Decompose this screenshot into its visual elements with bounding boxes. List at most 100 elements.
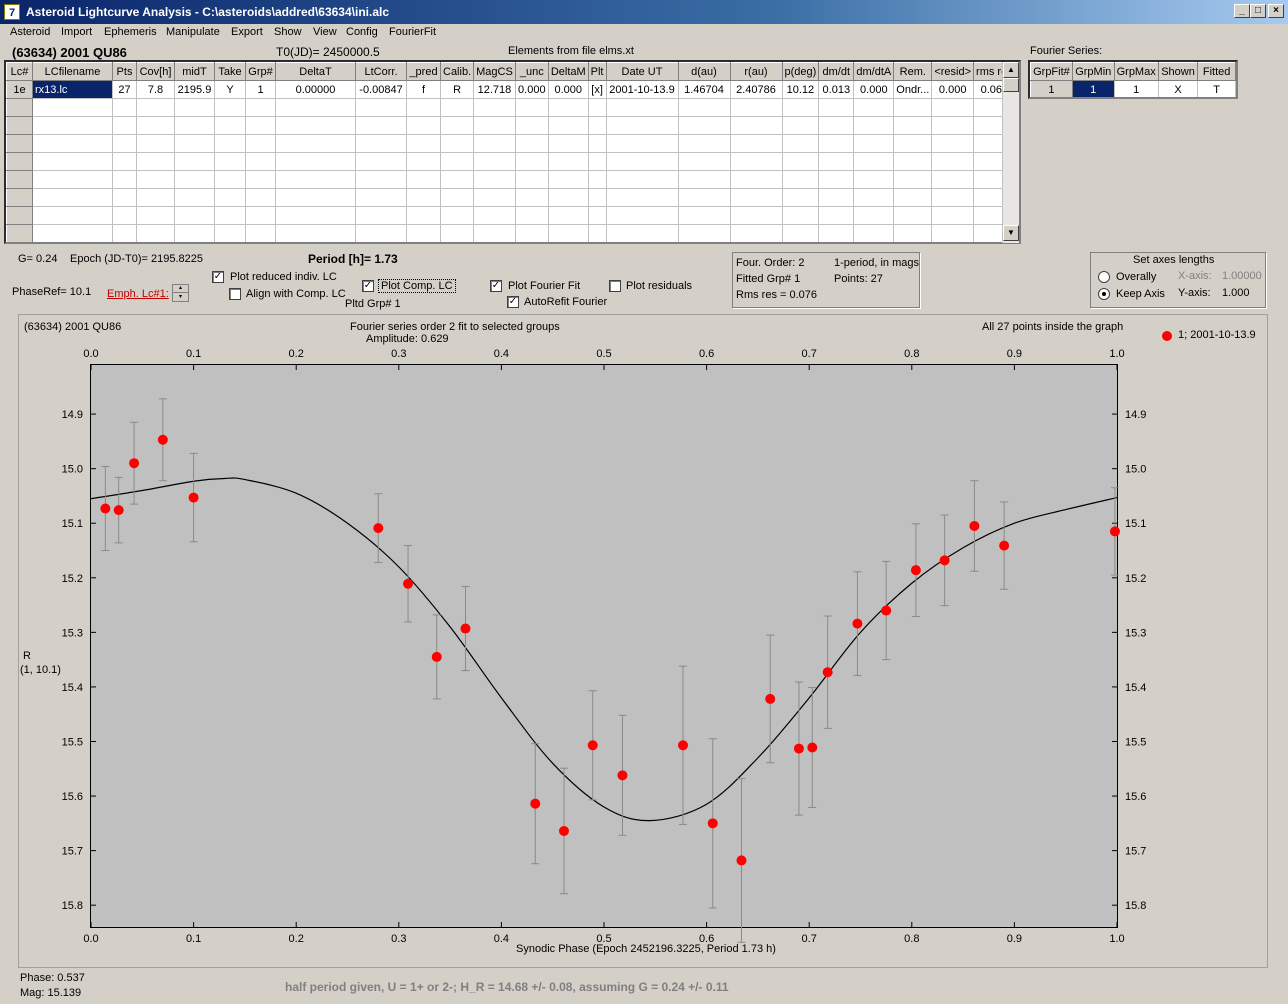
phase-ref: PhaseRef= 10.1 [12, 286, 92, 298]
row-header[interactable] [6, 170, 33, 189]
table-cell[interactable]: 0.00000 [275, 80, 356, 99]
table-cell[interactable] [514, 224, 549, 242]
menu-import[interactable]: Import [61, 26, 93, 38]
rms-res: Rms res = 0.076 [736, 289, 818, 301]
plot-title-left: (63634) 2001 QU86 [24, 321, 122, 333]
y-axis-value[interactable]: 1.000 [1222, 287, 1250, 299]
table-cell[interactable]: 2001-10-13.9 [605, 80, 679, 99]
menu-view[interactable]: View [313, 26, 337, 38]
x-tick-label-top: 0.8 [904, 348, 919, 360]
column-header[interactable]: midT [174, 62, 215, 81]
data-point [373, 523, 384, 534]
emph-lc-link[interactable]: Emph. Lc#1: [107, 288, 169, 300]
scroll-up-button[interactable]: ▲ [1003, 62, 1019, 78]
autorefit-checkbox[interactable]: ✓ [507, 296, 519, 308]
column-header[interactable]: Rem. [893, 62, 933, 81]
column-header[interactable]: Take [214, 62, 246, 81]
empty-row[interactable] [6, 170, 1016, 189]
y-tick-label-right: 15.7 [1125, 846, 1146, 858]
x-tick-label-bottom: 0.5 [596, 933, 611, 945]
column-header[interactable]: Calib. [439, 62, 475, 81]
menu-fourierfit[interactable]: FourierFit [389, 26, 437, 38]
x-axis-value[interactable]: 1.00000 [1222, 270, 1262, 282]
fourier-cell[interactable]: 1 [1030, 80, 1073, 97]
maximize-button[interactable]: □ [1250, 4, 1266, 18]
table-cell[interactable] [931, 224, 975, 242]
fourier-cell[interactable]: 1 [1113, 80, 1159, 97]
data-point [678, 740, 689, 751]
row-header[interactable] [6, 188, 33, 207]
column-header[interactable]: LCfilename [32, 62, 113, 81]
fourier-cell[interactable]: T [1197, 80, 1236, 97]
column-header[interactable]: DeltaM [547, 62, 589, 81]
table-row[interactable]: 1e rx13.lc 27 7.8 2195.9 Y 1 0.00000 -0.00847 f R 1… [6, 80, 1016, 99]
row-header[interactable] [6, 134, 33, 153]
row-header[interactable] [6, 152, 33, 171]
keep-axis-radio[interactable] [1098, 288, 1110, 300]
x-tick-label-bottom: 0.8 [904, 933, 919, 945]
table-cell[interactable]: 0.000 [514, 80, 549, 99]
plot-reduced-checkbox[interactable]: ✓ [212, 271, 224, 283]
table-cell[interactable] [893, 224, 933, 242]
x-tick-label-top: 0.7 [802, 348, 817, 360]
data-point [558, 825, 569, 836]
column-header[interactable]: Plt [587, 62, 607, 81]
fit-mode: 1-period, in mags [834, 257, 919, 269]
fourier-column-header[interactable]: Shown [1157, 62, 1199, 81]
empty-row[interactable] [6, 98, 1016, 117]
column-header[interactable]: dm/dtA [853, 62, 895, 81]
menu-show[interactable]: Show [274, 26, 302, 38]
plot-fourier-checkbox[interactable]: ✓ [490, 280, 502, 292]
menu-asteroid[interactable]: Asteroid [10, 26, 51, 38]
menu-config[interactable]: Config [346, 26, 378, 38]
column-header[interactable]: r(au) [729, 62, 783, 81]
column-header[interactable]: dm/dt [818, 62, 855, 81]
spin-down-icon[interactable]: ▾ [178, 294, 182, 300]
title-bar[interactable]: 7 Asteroid Lightcurve Analysis - C:\aste… [0, 0, 1288, 24]
row-header[interactable]: 1e [6, 80, 33, 99]
plot-area[interactable] [90, 364, 1118, 928]
menu-export[interactable]: Export [231, 26, 263, 38]
menu-manipulate[interactable]: Manipulate [166, 26, 220, 38]
plot-residuals-checkbox[interactable] [609, 280, 621, 292]
table-cell[interactable]: 2195.9 [174, 80, 215, 99]
minimize-button[interactable]: _ [1234, 4, 1250, 18]
column-header[interactable]: p(deg) [781, 62, 820, 81]
fourier-fit-line [90, 477, 1118, 822]
table-scrollbar[interactable]: ▲ ▼ [1002, 62, 1019, 243]
overally-radio[interactable] [1098, 271, 1110, 283]
fourier-column-header[interactable]: GrpMin [1071, 62, 1115, 81]
spin-up-icon[interactable]: ▴ [173, 285, 188, 293]
table-cell[interactable]: 0.000 [853, 80, 895, 99]
column-header[interactable]: Pts [112, 62, 137, 81]
empty-row[interactable] [6, 134, 1016, 153]
table-cell[interactable]: 0.000 [547, 80, 589, 99]
empty-row[interactable] [6, 224, 1016, 242]
column-header[interactable]: Cov[h] [136, 62, 175, 81]
column-header[interactable]: DeltaT [275, 62, 356, 81]
window-title: Asteroid Lightcurve Analysis - C:\astero… [26, 5, 390, 19]
close-button[interactable]: × [1268, 4, 1284, 18]
table-cell[interactable] [439, 224, 475, 242]
lightcurve-grid[interactable]: Lc# LCfilename Pts Cov[h] midT Take Grp# DeltaT… [4, 60, 1021, 244]
menu-ephemeris[interactable]: Ephemeris [104, 26, 157, 38]
column-header[interactable]: MagCS [473, 62, 516, 81]
column-header[interactable]: LtCorr. [355, 62, 407, 81]
data-point [939, 555, 950, 566]
scroll-thumb[interactable] [1003, 78, 1019, 92]
table-cell[interactable]: -0.00847 [355, 80, 407, 99]
align-comp-checkbox[interactable] [229, 288, 241, 300]
table-cell[interactable] [547, 224, 589, 242]
y-tick-label-right: 15.0 [1125, 464, 1146, 476]
scroll-down-button[interactable]: ▼ [1003, 225, 1019, 241]
table-cell[interactable] [729, 224, 783, 242]
plot-comp-checkbox[interactable]: ✓ [362, 280, 374, 292]
emph-lc-spinner[interactable]: ▴ ▾ [172, 284, 189, 302]
row-header[interactable] [6, 224, 33, 242]
fitted-grp: Fitted Grp# 1 [736, 273, 801, 285]
column-header[interactable]: Lc# [6, 62, 33, 81]
table-cell[interactable]: 0.013 [818, 80, 855, 99]
column-header[interactable]: Date UT [605, 62, 679, 81]
